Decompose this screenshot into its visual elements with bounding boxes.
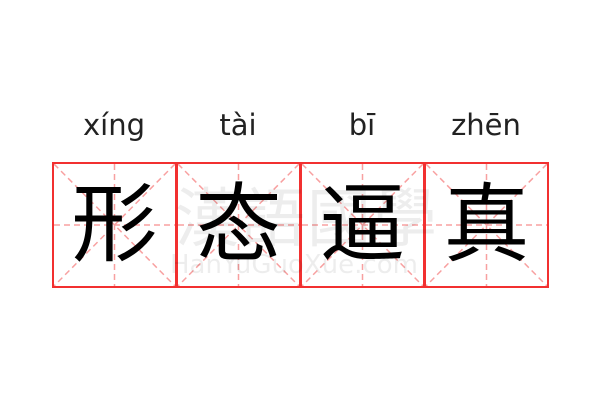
- character-0: 形: [71, 175, 158, 275]
- character-2: 逼: [319, 175, 406, 275]
- character-3: 真: [443, 175, 530, 275]
- character-grid: 形 态 逼 真: [52, 162, 550, 288]
- grid-cell-3: 真: [424, 162, 549, 288]
- guide-lines: [302, 164, 423, 286]
- guide-lines: [178, 164, 299, 286]
- guide-lines: [426, 164, 547, 286]
- grid-cell-1: 态: [176, 162, 301, 288]
- pinyin-2: bī: [348, 108, 376, 142]
- pinyin-0: xíng: [82, 108, 145, 142]
- character-1: 态: [195, 175, 282, 275]
- pinyin-1: tài: [219, 108, 257, 142]
- grid-cell-2: 逼: [300, 162, 425, 288]
- pinyin-3: zhēn: [451, 108, 521, 142]
- grid-cell-0: 形: [52, 162, 177, 288]
- guide-lines: [54, 164, 175, 286]
